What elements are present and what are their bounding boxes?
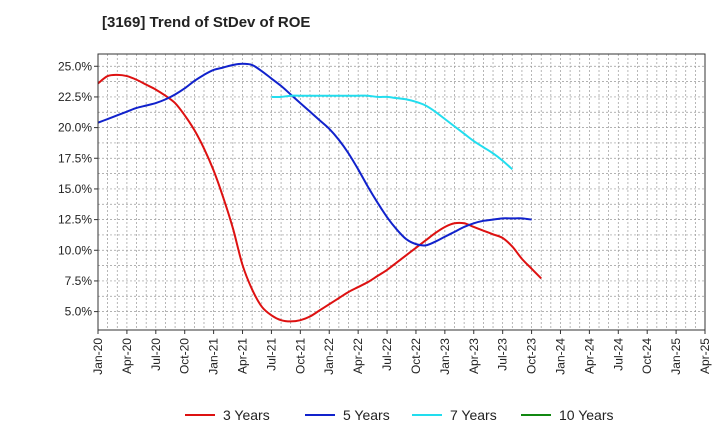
x-tick-label: Jan-24	[553, 338, 567, 375]
y-tick-label: 25.0%	[58, 59, 92, 73]
y-tick-label: 15.0%	[58, 182, 92, 196]
grid	[98, 54, 705, 330]
y-tick-label: 20.0%	[58, 121, 92, 135]
chart-title: [3169] Trend of StDev of ROE	[102, 14, 311, 31]
x-axis-ticks: Jan-20 Apr-20 Jul-20 Oct-20 Jan-21 Apr-21 Jul-…	[91, 330, 712, 375]
legend: 3 Years 5 Years 7 Years 10 Years	[185, 407, 614, 423]
x-tick-label: Apr-23	[467, 338, 481, 374]
x-tick-label: Jan-22	[322, 338, 336, 375]
legend-label-5-years: 5 Years	[343, 407, 390, 423]
x-tick-label: Jul-23	[496, 338, 510, 371]
y-tick-label: 12.5%	[58, 213, 92, 227]
x-tick-label: Apr-25	[698, 338, 712, 374]
x-tick-label: Apr-21	[236, 338, 250, 374]
x-tick-label: Apr-22	[351, 338, 365, 374]
x-tick-label: Apr-24	[582, 338, 596, 374]
x-tick-label: Jul-20	[149, 338, 163, 371]
x-tick-label: Oct-21	[293, 338, 307, 374]
x-tick-label: Oct-22	[409, 338, 423, 374]
y-tick-label: 22.5%	[58, 90, 92, 104]
y-axis-ticks: 5.0% 7.5% 10.0% 12.5% 15.0% 17.5% 20.0% 22.5% 25…	[58, 59, 98, 319]
x-tick-label: Oct-23	[525, 338, 539, 374]
x-tick-label: Oct-24	[640, 338, 654, 374]
x-tick-label: Jul-22	[380, 338, 394, 371]
y-tick-label: 17.5%	[58, 151, 92, 165]
series-lines	[97, 62, 542, 323]
y-tick-label: 10.0%	[58, 243, 92, 257]
series-line-3-years	[97, 73, 542, 323]
series-line-5-years	[97, 62, 532, 247]
x-tick-label: Jul-21	[264, 338, 278, 371]
x-tick-label: Jan-25	[669, 338, 683, 375]
x-tick-label: Jan-21	[207, 338, 221, 375]
x-tick-label: Jan-23	[438, 338, 452, 375]
legend-label-10-years: 10 Years	[559, 407, 614, 423]
y-tick-label: 7.5%	[65, 274, 93, 288]
y-tick-label: 5.0%	[65, 305, 93, 319]
x-tick-label: Apr-20	[120, 338, 134, 374]
plot-frame	[97, 53, 706, 331]
legend-label-7-years: 7 Years	[450, 407, 497, 423]
x-tick-label: Jan-20	[91, 338, 105, 375]
series-line-7-years	[271, 94, 513, 171]
legend-label-3-years: 3 Years	[223, 407, 270, 423]
x-tick-label: Oct-20	[178, 338, 192, 374]
x-tick-label: Jul-24	[611, 338, 625, 371]
